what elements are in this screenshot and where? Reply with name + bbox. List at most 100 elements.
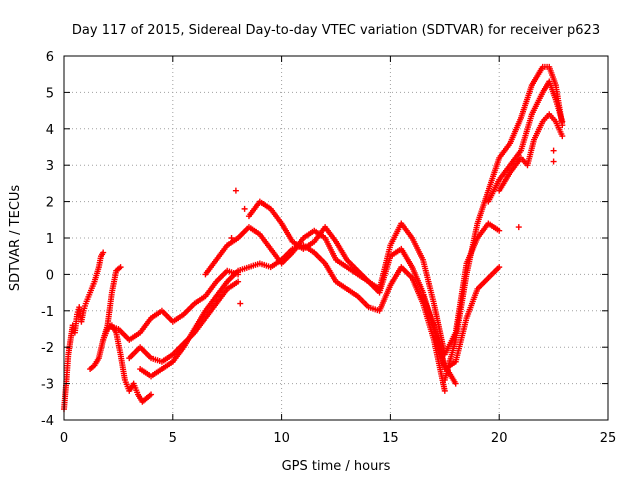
- trace-marker: [538, 65, 545, 72]
- trace-marker: [94, 356, 101, 363]
- y-tick-label: 1: [46, 232, 54, 247]
- trace-marker: [530, 138, 537, 145]
- grid-lines: [64, 56, 608, 420]
- trace-marker: [95, 266, 102, 273]
- trace-marker: [82, 302, 89, 309]
- trace-marker: [265, 204, 272, 211]
- trace-marker: [463, 317, 470, 324]
- trace-marker: [331, 236, 338, 243]
- trace-marker: [233, 236, 240, 243]
- trace-marker: [211, 302, 218, 309]
- trace-marker: [505, 164, 512, 171]
- trace-marker: [332, 254, 339, 261]
- trace-marker: [538, 91, 545, 98]
- trace-marker: [408, 262, 415, 269]
- x-tick-label: 20: [491, 431, 508, 446]
- trace-marker: [342, 255, 349, 262]
- trace-marker: [178, 312, 185, 319]
- y-tick-label: -4: [41, 414, 54, 429]
- trace-marker: [353, 266, 360, 273]
- x-tick-label: 25: [600, 431, 617, 446]
- trace-marker: [309, 248, 316, 255]
- trace-marker: [299, 236, 305, 243]
- trace-marker: [222, 244, 229, 251]
- trace-marker: [211, 295, 218, 302]
- trace-marker: [90, 363, 97, 370]
- trace-marker: [463, 273, 470, 280]
- y-tick-label: 4: [46, 123, 54, 138]
- trace-marker: [538, 120, 545, 127]
- y-tick-label: 0: [46, 268, 54, 283]
- trace-marker: [116, 265, 123, 272]
- data-point: [550, 158, 557, 165]
- trace-marker: [495, 156, 502, 163]
- trace-marker: [473, 222, 480, 229]
- trace-marker: [386, 284, 393, 291]
- trace-marker: [452, 339, 459, 346]
- trace-marker: [441, 385, 448, 392]
- trace-marker: [146, 316, 153, 323]
- trace-marker: [243, 264, 250, 271]
- y-tick-label: 6: [46, 50, 54, 65]
- x-tick-label: 15: [382, 431, 399, 446]
- trace-marker: [419, 254, 426, 261]
- trace-marker: [167, 359, 174, 366]
- trace-marker: [331, 276, 338, 283]
- trace-marker: [190, 302, 197, 309]
- trace-marker: [121, 374, 128, 381]
- trace-marker: [473, 288, 480, 295]
- trace-marker: [135, 330, 142, 337]
- trace-marker: [451, 378, 458, 385]
- trace-marker: [430, 298, 437, 305]
- y-tick-label: -2: [41, 341, 54, 356]
- trace-marker: [179, 346, 186, 353]
- x-tick-label: 5: [169, 431, 177, 446]
- trace-marker: [309, 239, 316, 246]
- trace-marker: [73, 313, 80, 320]
- tick-labels: 0 5 10 15 20 25 -4 -3 -2 -1 0 1 2 3 4 5 6: [41, 50, 616, 446]
- trace-marker: [222, 280, 229, 287]
- trace-marker: [552, 94, 559, 101]
- trace-marker: [287, 251, 294, 258]
- x-tick-label: 0: [60, 431, 68, 446]
- trace-marker: [288, 236, 295, 243]
- trace-marker: [86, 291, 93, 298]
- trace-marker: [146, 392, 153, 399]
- x-tick-label: 10: [273, 431, 290, 446]
- trace-marker: [277, 218, 284, 225]
- trace-marker: [517, 116, 524, 123]
- trace-marker: [255, 230, 262, 237]
- trace-marker: [103, 328, 110, 335]
- trace-marker: [320, 258, 327, 265]
- y-tick-label: 3: [46, 159, 54, 174]
- trace-marker: [146, 353, 153, 360]
- trace-marker: [167, 352, 174, 359]
- trace-marker: [222, 287, 229, 294]
- trace-marker: [200, 294, 207, 301]
- trace-marker: [112, 269, 119, 276]
- trace-marker: [558, 116, 565, 123]
- trace-marker: [430, 320, 437, 327]
- trace-marker: [211, 280, 218, 287]
- data-point: [232, 187, 239, 194]
- trace-marker: [386, 244, 393, 251]
- data-point: [550, 147, 557, 154]
- trace-marker: [233, 279, 240, 286]
- trace-marker: [407, 273, 414, 280]
- trace-marker: [494, 226, 501, 233]
- trace-marker: [528, 113, 535, 120]
- trace-marker: [558, 131, 565, 137]
- trace-marker: [211, 258, 218, 265]
- trace-marker: [117, 349, 124, 356]
- trace-marker: [97, 255, 104, 262]
- trace-marker: [483, 276, 490, 283]
- trace-marker: [99, 251, 106, 258]
- trace-marker: [484, 189, 491, 196]
- trace-marker: [495, 178, 502, 185]
- y-tick-label: 5: [46, 86, 54, 101]
- trace-marker: [352, 292, 359, 299]
- data-point: [237, 300, 244, 307]
- trace-marker: [374, 307, 381, 314]
- trace-marker: [222, 269, 229, 276]
- trace-marker: [342, 262, 349, 269]
